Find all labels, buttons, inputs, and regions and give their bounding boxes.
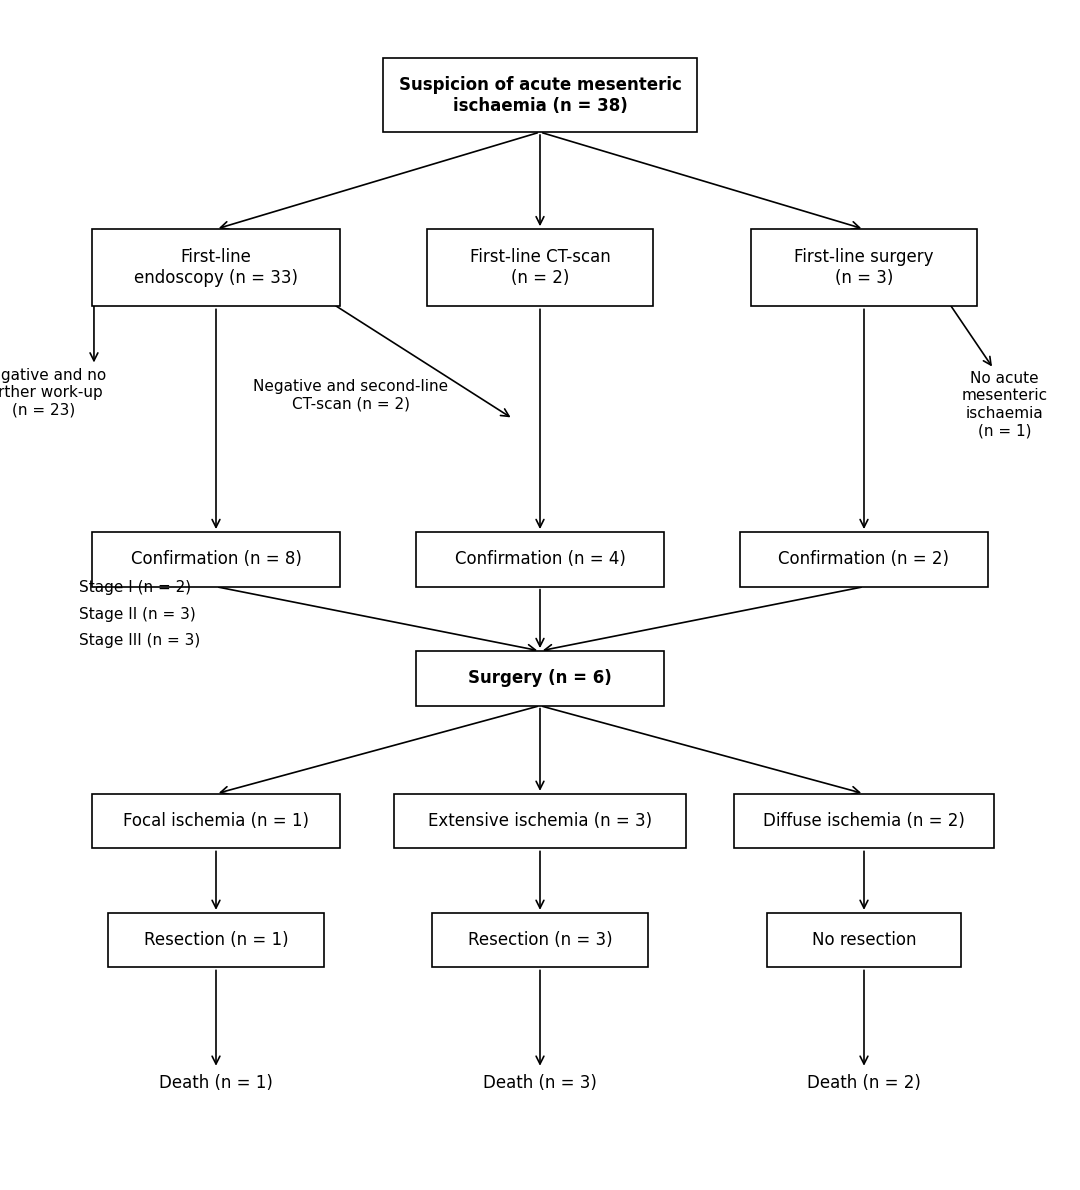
Text: Confirmation (n = 4): Confirmation (n = 4) [455,550,625,569]
FancyBboxPatch shape [416,651,664,706]
Text: Resection (n = 1): Resection (n = 1) [144,931,288,950]
Text: Extensive ischemia (n = 3): Extensive ischemia (n = 3) [428,812,652,831]
Text: Diffuse ischemia (n = 2): Diffuse ischemia (n = 2) [764,812,964,831]
FancyBboxPatch shape [92,532,340,587]
FancyBboxPatch shape [92,794,340,848]
Text: Negative and second-line
CT-scan (n = 2): Negative and second-line CT-scan (n = 2) [254,378,448,412]
Text: Death (n = 1): Death (n = 1) [159,1073,273,1092]
Text: Negative and no
further work-up
(n = 23): Negative and no further work-up (n = 23) [0,368,106,418]
Text: Resection (n = 3): Resection (n = 3) [468,931,612,950]
Text: First-line CT-scan
(n = 2): First-line CT-scan (n = 2) [470,249,610,287]
FancyBboxPatch shape [108,913,324,967]
Text: Stage II (n = 3): Stage II (n = 3) [79,607,195,621]
Text: No acute
mesenteric
ischaemia
(n = 1): No acute mesenteric ischaemia (n = 1) [961,371,1048,438]
FancyBboxPatch shape [383,58,697,132]
Text: Focal ischemia (n = 1): Focal ischemia (n = 1) [123,812,309,831]
Text: Confirmation (n = 8): Confirmation (n = 8) [131,550,301,569]
FancyBboxPatch shape [432,913,648,967]
Text: First-line
endoscopy (n = 33): First-line endoscopy (n = 33) [134,249,298,287]
Text: Death (n = 2): Death (n = 2) [807,1073,921,1092]
FancyBboxPatch shape [734,794,994,848]
Text: Stage I (n = 2): Stage I (n = 2) [79,581,191,595]
FancyBboxPatch shape [767,913,961,967]
FancyBboxPatch shape [394,794,686,848]
Text: Suspicion of acute mesenteric
ischaemia (n = 38): Suspicion of acute mesenteric ischaemia … [399,76,681,114]
Text: Surgery (n = 6): Surgery (n = 6) [468,669,612,688]
Text: No resection: No resection [812,931,916,950]
Text: Death (n = 3): Death (n = 3) [483,1073,597,1092]
FancyBboxPatch shape [427,228,653,306]
FancyBboxPatch shape [92,228,340,306]
Text: Confirmation (n = 2): Confirmation (n = 2) [779,550,949,569]
FancyBboxPatch shape [740,532,988,587]
FancyBboxPatch shape [751,228,977,306]
FancyBboxPatch shape [416,532,664,587]
Text: First-line surgery
(n = 3): First-line surgery (n = 3) [794,249,934,287]
Text: Stage III (n = 3): Stage III (n = 3) [79,633,200,647]
